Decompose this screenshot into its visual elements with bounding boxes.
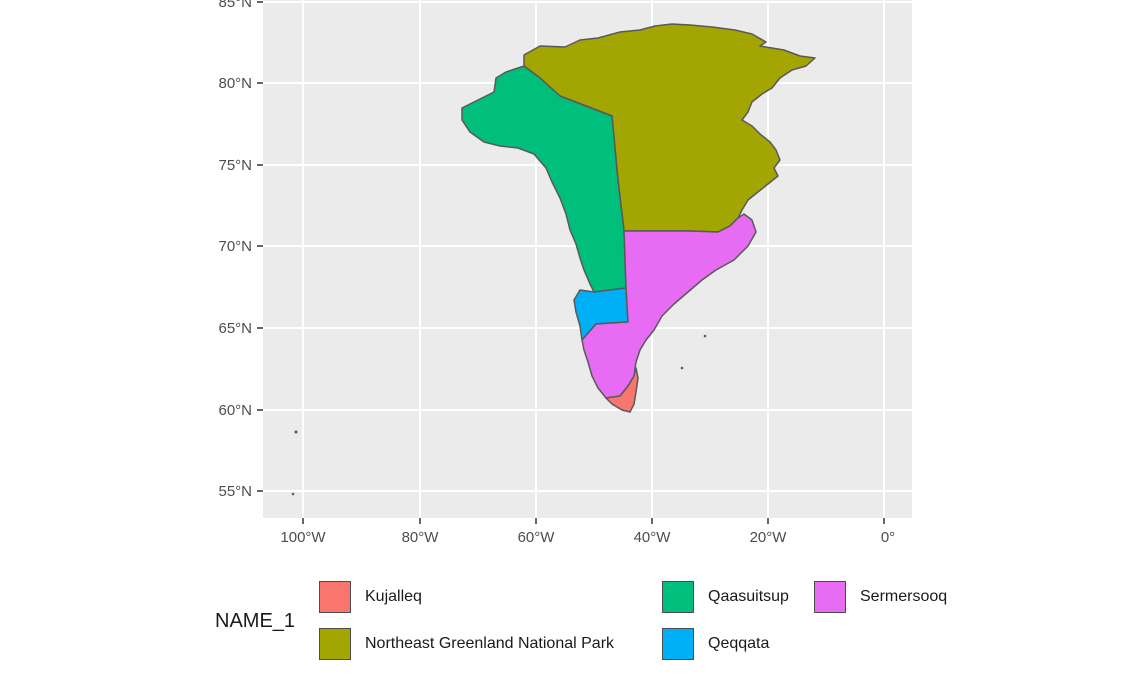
legend-label: Sermersooq bbox=[860, 588, 948, 605]
legend-item-northeast-greenland-national-park: Northeast Greenland National Park bbox=[319, 628, 614, 660]
y-tick-label: 60°N bbox=[218, 402, 252, 419]
x-tick-label: 60°W bbox=[518, 529, 556, 546]
y-tick-label: 65°N bbox=[218, 320, 252, 337]
legend-item-kujalleq: Kujalleq bbox=[319, 581, 422, 613]
coastal-islands bbox=[291, 334, 707, 496]
region-qaasuitsup bbox=[461, 65, 627, 293]
legend-label: Qaasuitsup bbox=[708, 588, 789, 605]
greenland-regions bbox=[461, 23, 816, 413]
legend-swatch-qeqqata bbox=[662, 628, 694, 660]
legend-swatch-kujalleq bbox=[319, 581, 351, 613]
axis-ticks bbox=[257, 1, 885, 524]
legend-swatch-qaasuitsup bbox=[662, 581, 694, 613]
y-tick-label: 85°N bbox=[218, 0, 252, 11]
legend-item-sermersooq: Sermersooq bbox=[814, 581, 947, 613]
x-tick-label: 20°W bbox=[750, 529, 788, 546]
legend-item-qaasuitsup: Qaasuitsup bbox=[662, 581, 789, 613]
legend-label: Northeast Greenland National Park bbox=[365, 635, 615, 652]
y-tick-label: 80°N bbox=[218, 75, 252, 92]
x-tick-label: 100°W bbox=[280, 529, 326, 546]
y-tick-label: 55°N bbox=[218, 483, 252, 500]
region-sermersooq bbox=[581, 213, 757, 399]
x-tick-label: 0° bbox=[881, 529, 895, 546]
y-tick-label: 75°N bbox=[218, 157, 252, 174]
region-kujalleq bbox=[605, 367, 639, 413]
legend: NAME_1 Kujalleq Northeast Greenland Nati… bbox=[215, 578, 1015, 668]
legend-label: Qeqqata bbox=[708, 635, 770, 652]
y-tick-label: 70°N bbox=[218, 238, 252, 255]
legend-swatch-sermersooq bbox=[814, 581, 846, 613]
legend-label: Kujalleq bbox=[365, 588, 422, 605]
legend-title: NAME_1 bbox=[215, 610, 296, 632]
x-tick-label: 40°W bbox=[634, 529, 672, 546]
legend-item-qeqqata: Qeqqata bbox=[662, 628, 769, 660]
legend-swatch-northeast-greenland-national-park bbox=[319, 628, 351, 660]
x-tick-label: 80°W bbox=[402, 529, 440, 546]
